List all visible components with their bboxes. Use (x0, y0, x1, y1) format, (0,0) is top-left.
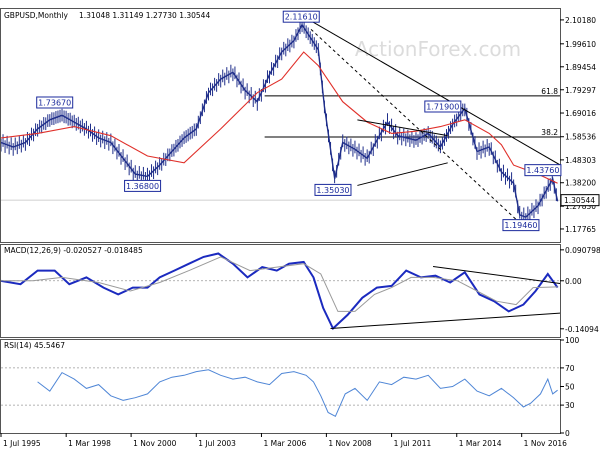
price-label: 2.11610 (285, 13, 318, 22)
y-tick-label: 1.99610 (565, 40, 596, 49)
price-label: 1.36800 (126, 182, 159, 191)
rsi-y-tick-label: 0 (565, 429, 570, 438)
macd-y-tick-label: 0.090798 (565, 246, 600, 255)
macd-trendline (330, 312, 560, 329)
sma-line (1, 51, 558, 184)
y-tick-label: 1.89454 (565, 63, 596, 72)
price-labels: 2.11610 1.73670 1.36800 1.35030 1.71900 1.437… (36, 10, 562, 232)
price-label: 1.19460 (504, 221, 537, 230)
y-axis-ticks: 2.10180 1.99610 1.89454 1.79297 1.69016 1.585… (560, 16, 600, 438)
macd-title: MACD(12,26,9) -0.020527 -0.018485 (4, 246, 143, 255)
current-price-label: 1.30544 (564, 196, 595, 205)
chart-title: GBPUSD,Monthly (4, 11, 68, 20)
fib-level-label: 61.8 (541, 87, 558, 96)
rsi-y-tick-label: 100 (565, 336, 580, 345)
rsi-y-tick-label: 70 (565, 364, 575, 373)
fib-level-label: 38.2 (541, 128, 558, 137)
rsi-y-tick-label: 30 (565, 401, 575, 410)
x-tick-label: 1 Nov 2008 (328, 439, 371, 448)
sma-series (1, 51, 558, 184)
y-tick-label: 1.38200 (565, 179, 596, 188)
price-label: 1.73670 (38, 98, 71, 107)
trendline (357, 119, 448, 137)
level-lines: 61.8 38.2 (1, 87, 560, 201)
price-label-box (124, 179, 162, 192)
y-tick-label: 2.10180 (565, 16, 596, 25)
price-label-box (282, 10, 320, 23)
price-label: 1.71900 (426, 102, 459, 111)
price-label: 1.43760 (526, 166, 559, 175)
price-label-box (36, 96, 74, 109)
price-label: 1.35030 (316, 186, 349, 195)
rsi-title: RSI(14) 45.5467 (4, 341, 65, 350)
watermark: ActionForex.com (355, 37, 521, 61)
price-series (1, 19, 559, 226)
price-panel-frame (0, 8, 561, 243)
price-label-box (314, 183, 352, 196)
macd-signal-line (1, 256, 558, 312)
macd-trendline (432, 265, 560, 284)
trendline (357, 162, 448, 186)
price-label-box (502, 219, 540, 232)
x-tick-label: 1 Mar 1998 (68, 439, 111, 448)
ohlc-values: 1.31048 1.31149 1.27730 1.30544 (79, 11, 210, 20)
y-tick-label: 1.17765 (565, 225, 596, 234)
x-axis-ticks: 1 Jul 1995 1 Mar 1998 1 Nov 2000 1 Jul 2003… (0, 433, 567, 448)
macd-line (1, 252, 559, 331)
macd-panel-frame (0, 244, 561, 338)
y-tick-label: 1.79297 (565, 86, 596, 95)
price-label-box (524, 164, 562, 177)
trendlines (303, 16, 560, 225)
price-label-box (424, 100, 462, 113)
trendline (303, 16, 560, 166)
x-tick-label: 1 Mar 2014 (459, 439, 502, 448)
y-tick-label: 1.48303 (565, 156, 596, 165)
x-tick-label: 1 Jul 2011 (394, 439, 432, 448)
rsi-y-tick-label: 50 (565, 383, 575, 392)
x-tick-label: 1 Mar 2006 (263, 439, 306, 448)
macd-y-tick-label: 0.00 (565, 277, 582, 286)
macd-series (1, 252, 560, 331)
rsi-line (37, 369, 558, 417)
x-tick-label: 1 Jul 1995 (3, 439, 41, 448)
y-tick-label: 1.27830 (565, 202, 596, 211)
current-price-tag (560, 194, 600, 207)
x-tick-label: 1 Jul 2003 (198, 439, 236, 448)
y-tick-label: 1.69016 (565, 109, 596, 118)
x-tick-label: 1 Nov 2000 (133, 439, 176, 448)
macd-y-tick-label: -0.14094 (565, 325, 599, 334)
x-tick-label: 1 Nov 2016 (524, 439, 567, 448)
y-tick-label: 1.58536 (565, 133, 596, 142)
rsi-series (1, 367, 560, 417)
